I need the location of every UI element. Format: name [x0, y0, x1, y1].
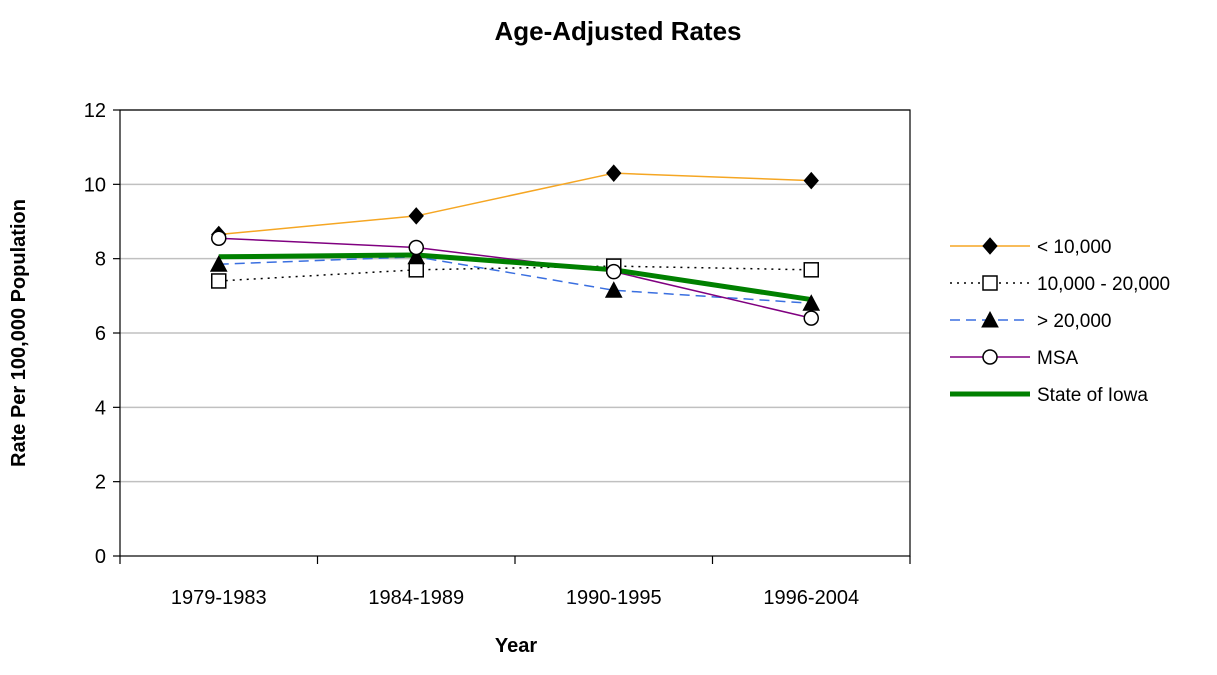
- y-tick-label: 8: [95, 249, 106, 271]
- legend-marker: [982, 349, 998, 365]
- data-point-marker: [408, 239, 424, 256]
- legend-entry: 10,000 - 20,000: [950, 274, 1170, 295]
- legend-marker: [981, 310, 999, 328]
- legend-label: > 20,000: [1037, 311, 1112, 332]
- data-point-marker: [606, 164, 622, 182]
- series-1: [218, 265, 812, 282]
- data-point-marker: [211, 230, 227, 246]
- data-point-marker: [803, 310, 819, 326]
- legend-label: MSA: [1037, 348, 1079, 369]
- legend-marker: [982, 237, 998, 255]
- x-axis-title: Year: [495, 635, 537, 657]
- y-tick-label: 12: [84, 100, 106, 122]
- series-3: [218, 237, 812, 319]
- y-tick-label: 4: [95, 397, 106, 419]
- series-line: [218, 265, 812, 282]
- series-line: [218, 172, 812, 236]
- x-tick-label: 1990-1995: [566, 587, 662, 609]
- y-axis-title: Rate Per 100,000 Population: [8, 199, 30, 467]
- data-point-marker: [209, 255, 228, 272]
- data-point-marker: [802, 294, 821, 311]
- legend-entry: MSA: [950, 348, 1079, 369]
- x-tick-label: 1984-1989: [368, 587, 464, 609]
- y-tick-label: 0: [95, 546, 106, 568]
- plot-area: 0 2 4 6 8 10 12 1979-1983 1984-1989 1990-1995 1996…: [84, 100, 911, 609]
- data-point-marker: [211, 273, 227, 289]
- legend-label: 10,000 - 20,000: [1037, 274, 1170, 295]
- legend-entry: > 20,000: [950, 310, 1112, 332]
- chart-title: Age-Adjusted Rates: [494, 16, 741, 46]
- data-point-marker: [604, 281, 623, 298]
- legend-entry: < 10,000: [950, 237, 1112, 258]
- series-2: [218, 256, 812, 305]
- x-tick-label: 1996-2004: [763, 587, 859, 609]
- series-line: [218, 252, 812, 303]
- data-point-marker: [803, 171, 819, 190]
- series-line: [218, 237, 812, 319]
- y-tick-label: 2: [95, 472, 106, 494]
- y-tick-label: 10: [84, 174, 106, 196]
- y-tick-label: 6: [95, 323, 106, 345]
- series-line: [218, 256, 812, 305]
- data-point-marker: [407, 247, 426, 265]
- legend-label: State of Iowa: [1037, 385, 1148, 406]
- legend-label: < 10,000: [1037, 237, 1112, 258]
- series-4: [218, 252, 812, 303]
- data-point-marker: [408, 207, 424, 225]
- legend: < 10,000 10,000 - 20,000 > 20,000 MSA State …: [950, 237, 1170, 406]
- data-point-marker: [803, 262, 819, 278]
- data-point-marker: [408, 262, 424, 278]
- x-tick-label: 1979-1983: [171, 587, 267, 609]
- series-0: [218, 172, 812, 236]
- data-point-marker: [606, 263, 622, 280]
- legend-entry: State of Iowa: [950, 385, 1148, 406]
- legend-marker: [982, 275, 998, 291]
